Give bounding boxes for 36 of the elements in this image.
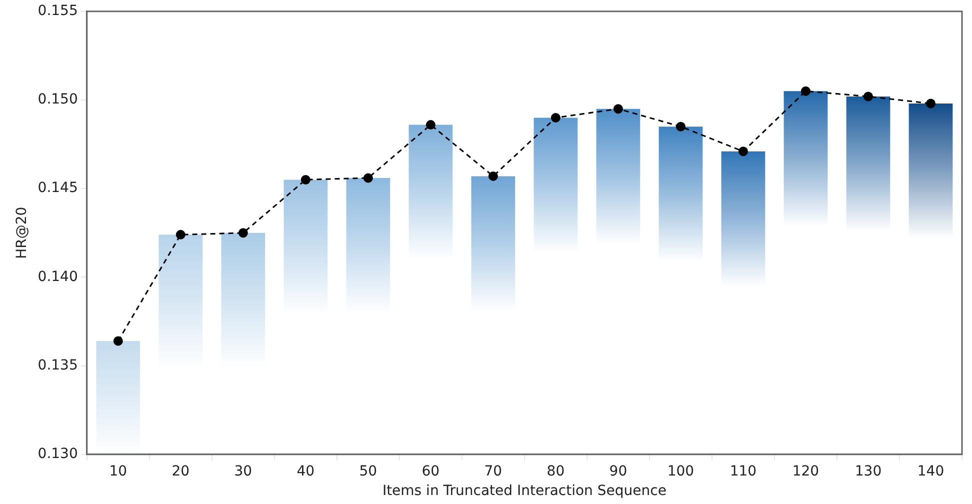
point <box>738 146 748 156</box>
point <box>800 86 810 96</box>
y-tick-label: 0.155 <box>38 3 78 20</box>
x-tick-label: 50 <box>359 463 378 480</box>
point <box>113 336 123 346</box>
y-tick-label: 0.150 <box>38 92 78 108</box>
y-tick-label: 0.145 <box>38 180 78 196</box>
point <box>550 112 560 122</box>
point <box>863 92 873 102</box>
x-tick-label: 60 <box>422 463 440 480</box>
x-tick-label: 130 <box>854 463 882 480</box>
point <box>488 171 498 181</box>
x-axis-title: Items in Truncated Interaction Sequence <box>382 483 666 500</box>
x-tick-label: 10 <box>109 463 128 480</box>
x-tick-label: 90 <box>609 463 628 480</box>
x-tick-label: 70 <box>484 463 502 480</box>
x-tick-label: 100 <box>667 463 694 480</box>
y-tick-label: 0.140 <box>38 268 78 285</box>
point <box>238 228 248 238</box>
x-tick-label: 20 <box>172 463 190 480</box>
point <box>300 174 310 184</box>
point <box>676 122 686 132</box>
x-tick-label: 40 <box>296 463 315 480</box>
y-tick-label: 0.130 <box>38 446 78 462</box>
y-axis-title: HR@20 <box>14 206 30 259</box>
point <box>176 230 186 240</box>
point <box>363 173 373 183</box>
x-tick-label: 80 <box>546 463 565 480</box>
y-tick-label: 0.135 <box>38 357 78 374</box>
point <box>613 104 623 114</box>
x-tick-label: 30 <box>234 463 252 480</box>
x-tick-label: 120 <box>792 463 820 480</box>
x-tick-label: 110 <box>730 463 757 480</box>
point <box>926 98 936 108</box>
point <box>426 120 436 130</box>
x-tick-label: 140 <box>917 463 944 480</box>
